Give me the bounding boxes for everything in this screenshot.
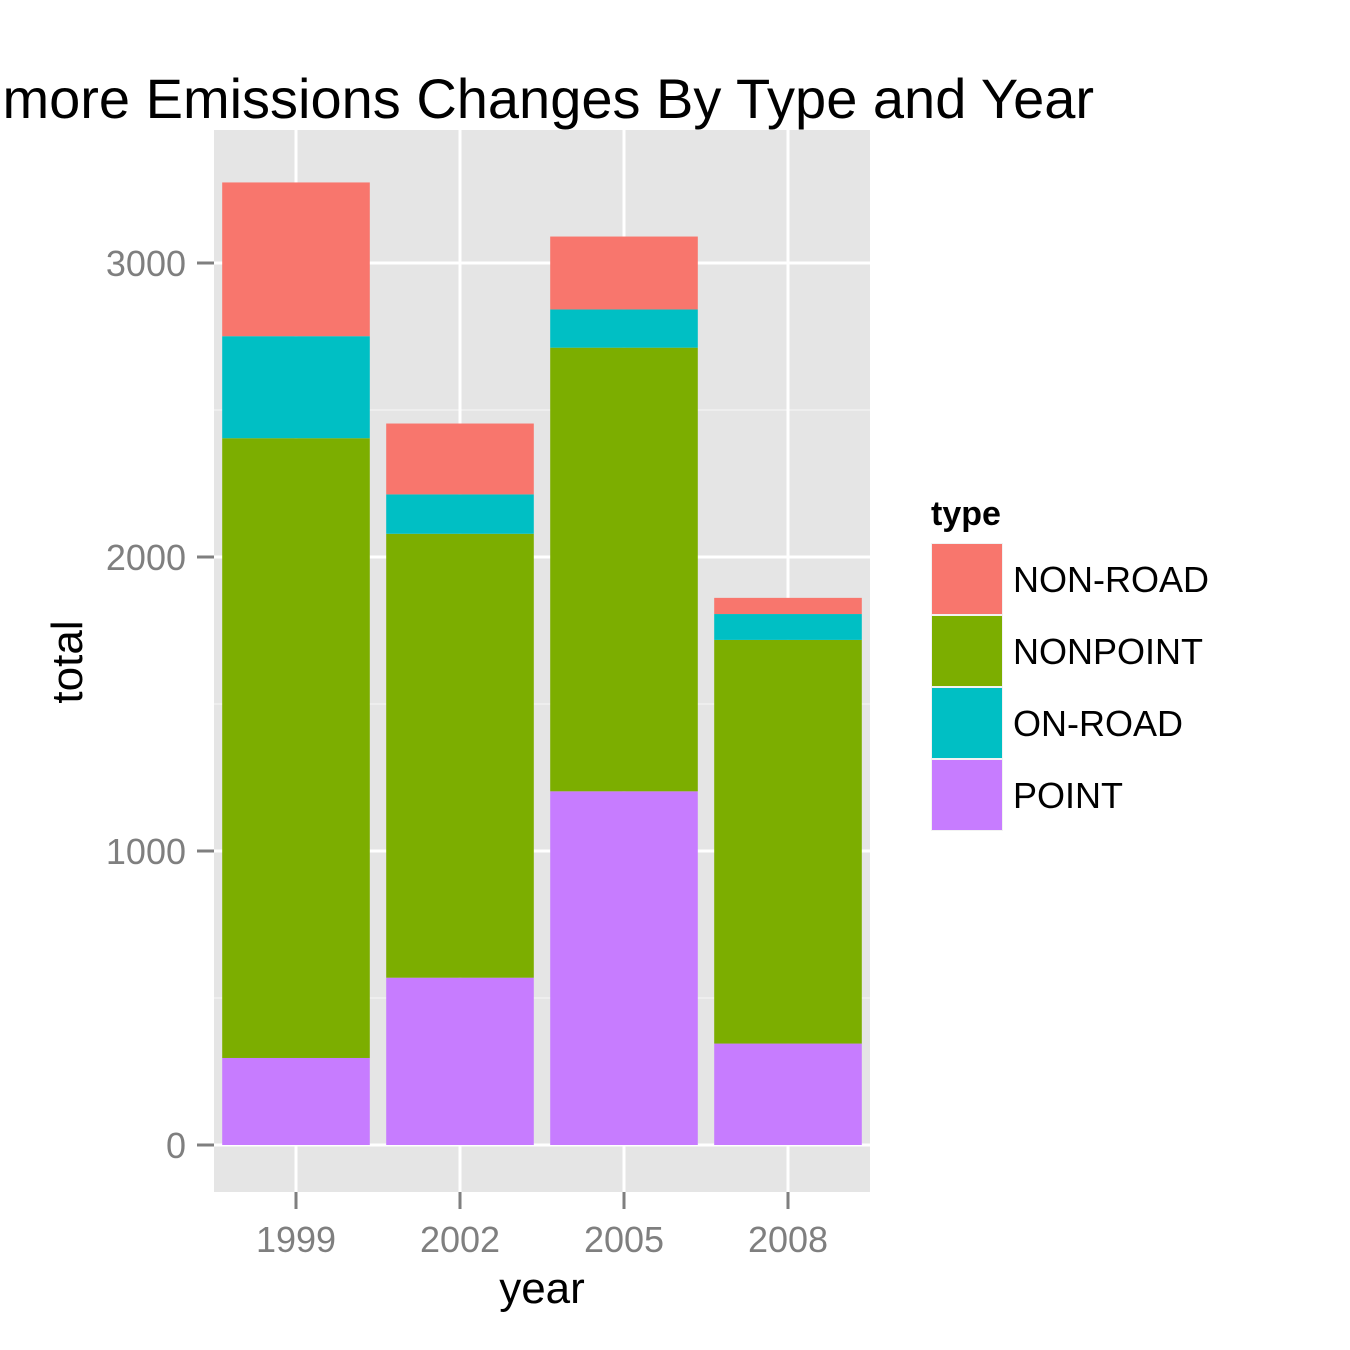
bar-nonpoint-2008 (714, 639, 862, 1044)
bar-point-2002 (386, 977, 534, 1145)
legend-label-point: POINT (1013, 775, 1123, 816)
chart-title: imore Emissions Changes By Type and Year (0, 67, 1094, 130)
legend-title: type (931, 495, 1001, 533)
x-axis-ticks: 1999 2002 2005 2008 (256, 1192, 828, 1260)
bar-on-road-1999 (222, 336, 370, 439)
bar-nonpoint-2002 (386, 533, 534, 978)
y-axis-title: total (43, 620, 92, 703)
legend-swatch-point (932, 760, 1002, 830)
x-axis-title: year (499, 1264, 585, 1313)
bar-on-road-2002 (386, 494, 534, 534)
legend-swatch-non-road (932, 544, 1002, 614)
legend-swatch-on-road (932, 688, 1002, 758)
bar-point-1999 (222, 1057, 370, 1145)
y-tick-label: 2000 (106, 537, 186, 578)
x-tick-label: 1999 (256, 1219, 336, 1260)
bars (222, 182, 862, 1145)
y-tick-label: 0 (166, 1125, 186, 1166)
legend-label-non-road: NON-ROAD (1013, 559, 1209, 600)
bar-point-2008 (714, 1043, 862, 1145)
bar-non-road-1999 (222, 182, 370, 337)
legend-label-nonpoint: NONPOINT (1013, 631, 1203, 672)
y-axis-ticks: 0 1000 2000 3000 (106, 243, 214, 1166)
bar-nonpoint-2005 (550, 347, 698, 792)
bar-on-road-2008 (714, 614, 862, 640)
y-tick-label: 1000 (106, 831, 186, 872)
x-tick-label: 2005 (584, 1219, 664, 1260)
legend: type NON-ROAD NONPOINT ON-ROAD POINT (931, 495, 1209, 831)
legend-swatch-nonpoint (932, 616, 1002, 686)
bar-point-2005 (550, 791, 698, 1145)
bar-on-road-2005 (550, 309, 698, 348)
bar-nonpoint-1999 (222, 438, 370, 1058)
y-tick-label: 3000 (106, 243, 186, 284)
bar-non-road-2008 (714, 597, 862, 615)
x-tick-label: 2008 (748, 1219, 828, 1260)
bar-non-road-2002 (386, 423, 534, 495)
legend-label-on-road: ON-ROAD (1013, 703, 1183, 744)
bar-non-road-2005 (550, 236, 698, 310)
x-tick-label: 2002 (420, 1219, 500, 1260)
